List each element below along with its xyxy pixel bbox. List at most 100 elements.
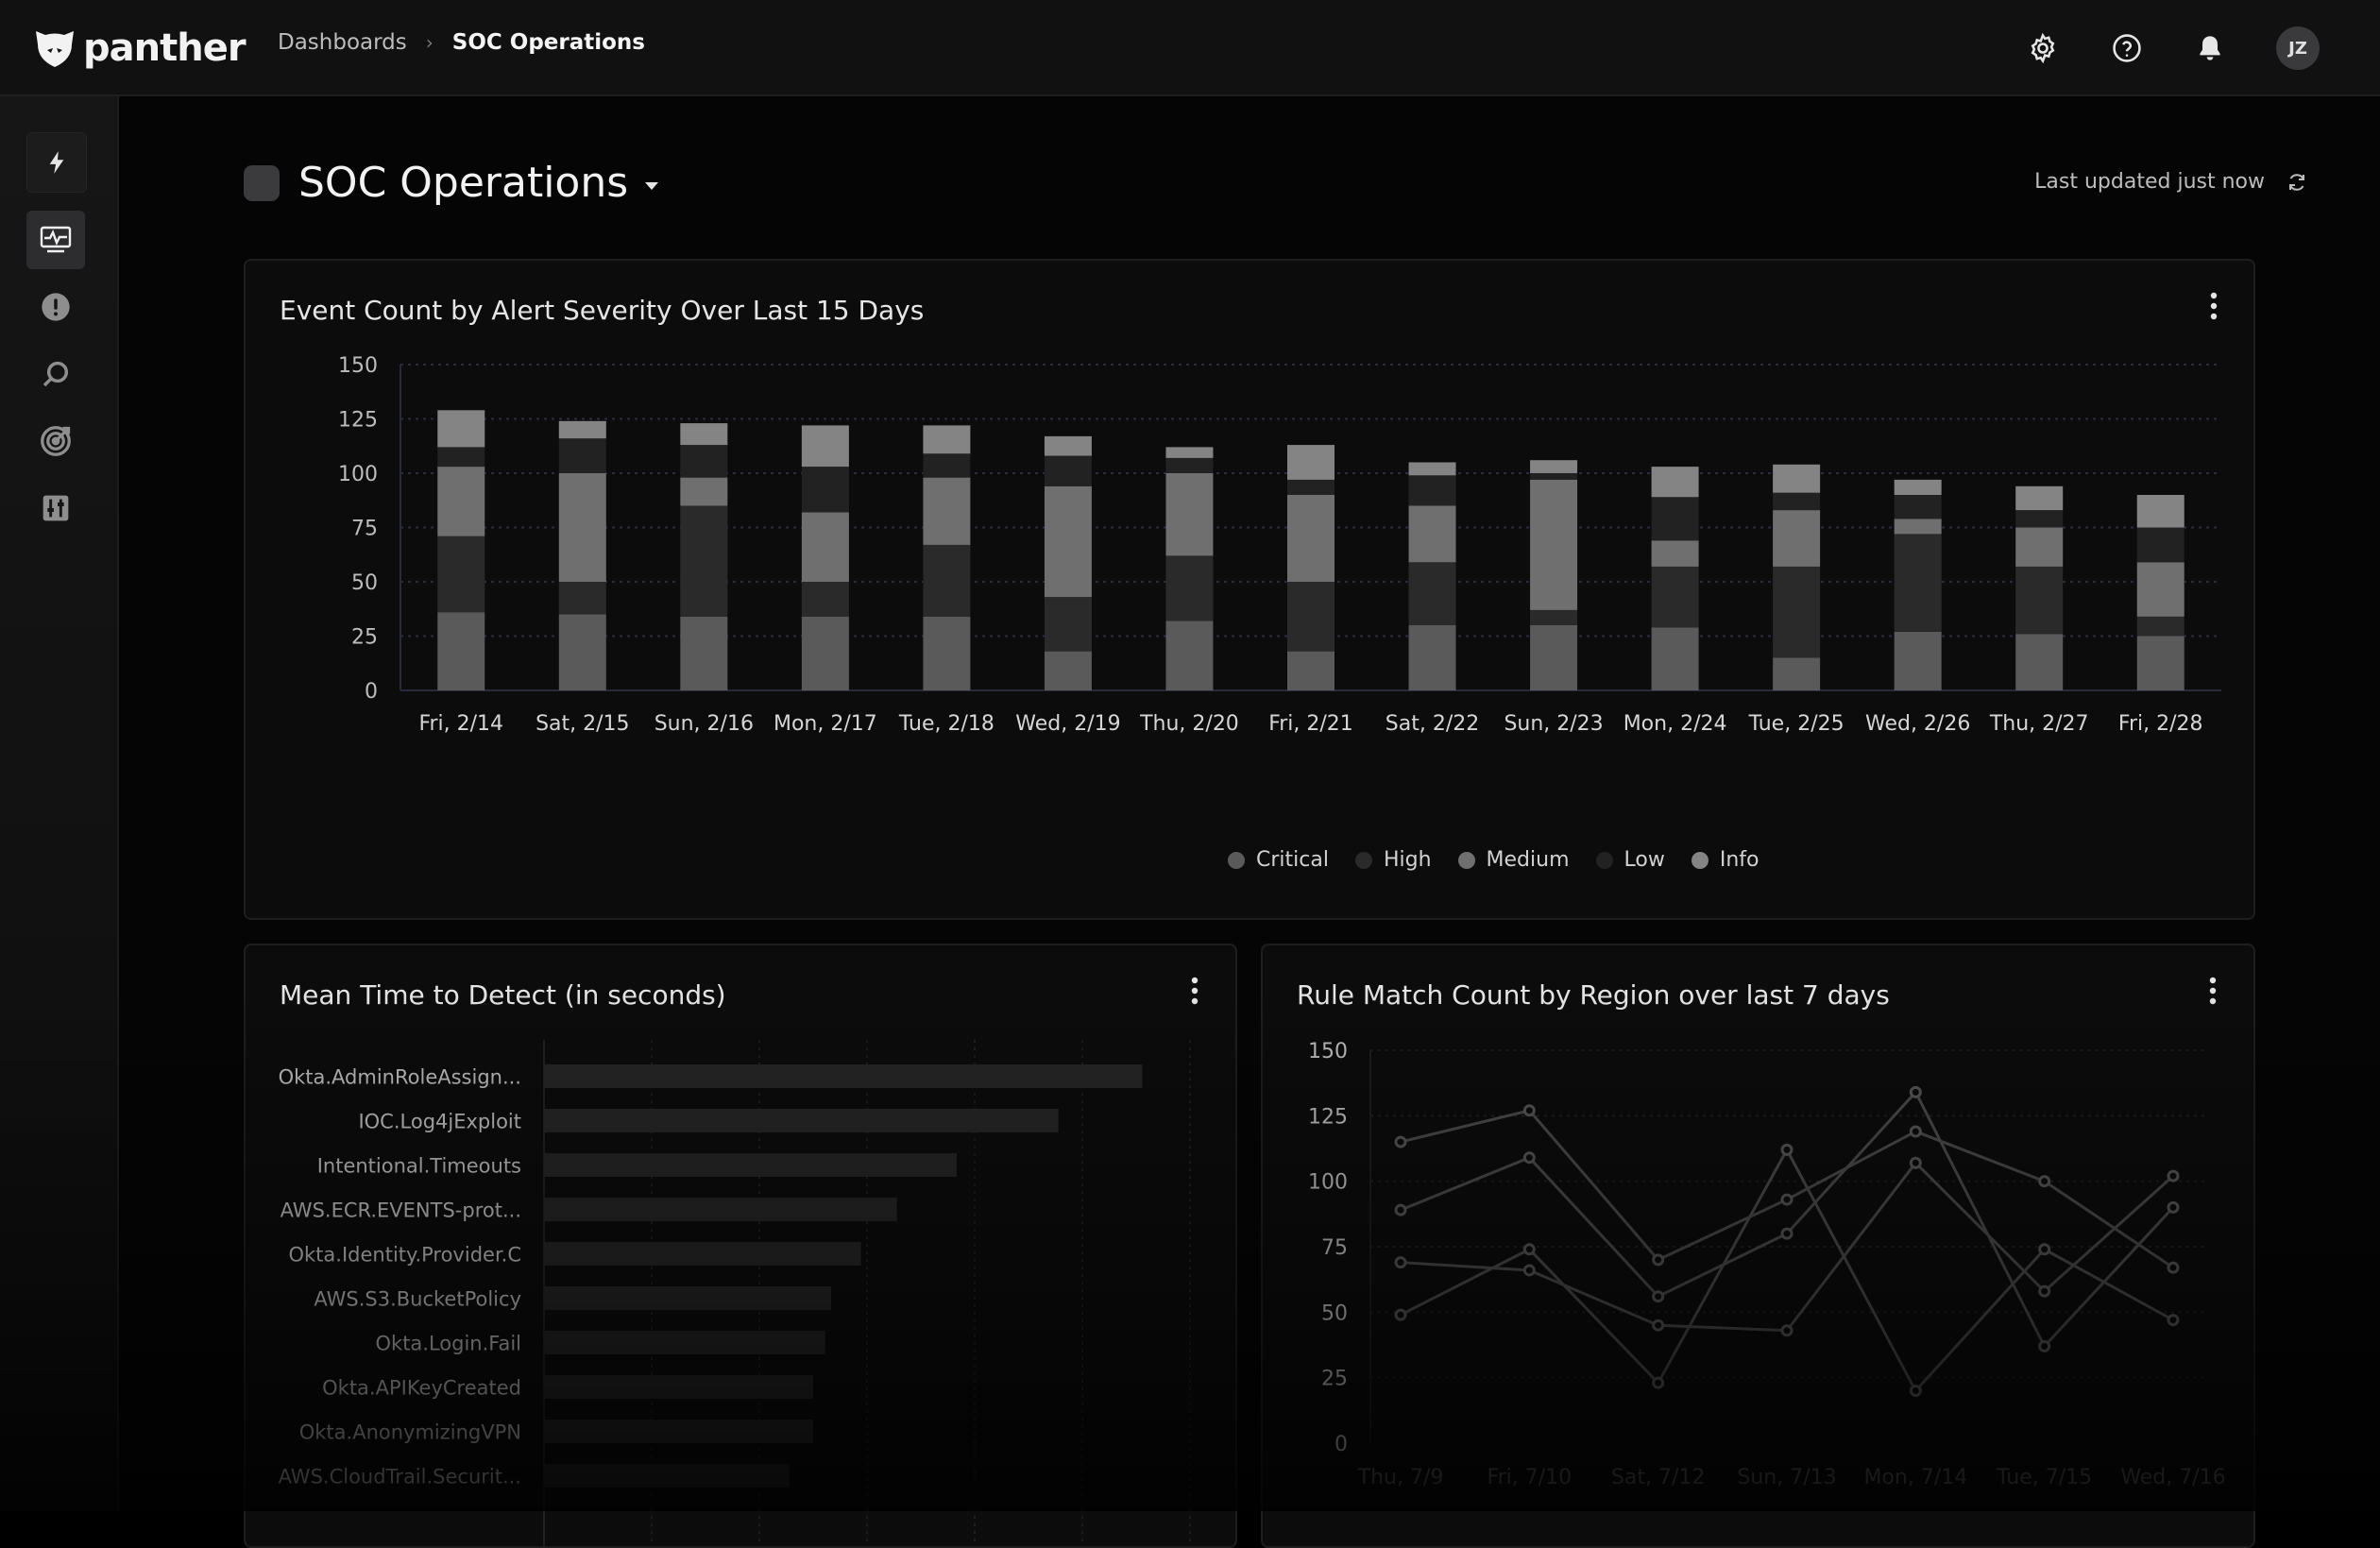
region-chart-title: Rule Match Count by Region over last 7 d… xyxy=(1297,979,1890,1011)
bar-segment-critical xyxy=(1044,651,1092,690)
breadcrumb-dashboards-link[interactable]: Dashboards xyxy=(278,30,407,55)
data-point xyxy=(1652,1290,1665,1303)
bar-segment-high xyxy=(1894,534,1942,632)
dashboard-icon xyxy=(40,226,72,253)
bar-segment-medium xyxy=(1287,495,1334,582)
bar-segment-info xyxy=(923,425,971,454)
y-tick-label: 75 xyxy=(351,518,378,541)
caret-down-icon xyxy=(645,181,659,190)
more-vertical-icon xyxy=(2210,292,2218,320)
severity-chart: 0 25 50 75 100 125 150 Fri, 2/14 Sat, 2/15 Sun, 2… xyxy=(338,354,2221,736)
bar-segment-medium xyxy=(1530,479,1578,610)
bar-segment-medium xyxy=(2136,562,2184,617)
x-tick-label: Fri, 2/21 xyxy=(1268,712,1353,736)
severity-chart-menu-button[interactable] xyxy=(2200,287,2228,325)
bar-segment-low xyxy=(1651,497,1699,541)
settings-button[interactable] xyxy=(2024,29,2062,67)
bar-segment-high xyxy=(1165,555,1214,621)
y-tick-label: 150 xyxy=(1308,1040,1348,1063)
x-tick-label: Fri, 2/28 xyxy=(2118,712,2203,736)
bar-segment-critical xyxy=(1408,625,1456,690)
bar-segment-info xyxy=(1530,460,1578,473)
sidebar-item-dashboards[interactable] xyxy=(26,211,85,269)
breadcrumb-separator: › xyxy=(425,31,434,54)
x-tick-label: Wed, 7/16 xyxy=(2120,1466,2225,1489)
bolt-icon xyxy=(49,151,64,174)
data-point xyxy=(1909,1385,1922,1398)
bar-segment-high xyxy=(923,544,971,617)
data-point xyxy=(2167,1169,2180,1182)
legend-item-info[interactable]: Info xyxy=(1691,848,1760,872)
mttd-bar xyxy=(544,1242,861,1266)
x-tick-label: Thu, 2/27 xyxy=(1989,712,2089,736)
data-point xyxy=(1652,1376,1665,1389)
sidebar-item-configure[interactable] xyxy=(26,479,85,537)
panther-logo[interactable]: panther xyxy=(32,25,246,72)
mttd-chart: Okta.AdminRoleAssign... IOC.Log4jExploit I… xyxy=(279,1040,1191,1546)
target-icon xyxy=(41,426,71,456)
main-content: SOC Operations Last updated just now Eve… xyxy=(119,96,2380,1548)
sidebar-item-detections[interactable] xyxy=(26,132,87,193)
data-point xyxy=(1522,1151,1536,1165)
y-tick-label: AWS.CloudTrail.Securit... xyxy=(279,1466,521,1488)
legend-dot-medium xyxy=(1457,851,1475,869)
legend-item-medium[interactable]: Medium xyxy=(1457,848,1570,872)
x-tick-label: Tue, 2/25 xyxy=(1748,712,1844,736)
bar-segment-high xyxy=(1773,566,1821,658)
bar-segment-low xyxy=(1044,455,1092,486)
bar-segment-critical xyxy=(1773,657,1821,690)
x-tick-label: Mon, 2/24 xyxy=(1624,712,1727,736)
legend-label-info: Info xyxy=(1719,848,1760,872)
mttd-bar xyxy=(544,1064,1143,1088)
sidebar-item-alerts[interactable] xyxy=(26,278,85,336)
last-updated-text: Last updated just now xyxy=(2034,170,2265,194)
mttd-bar xyxy=(544,1109,1059,1132)
y-tick-label: 100 xyxy=(1308,1171,1348,1195)
bar-segment-low xyxy=(437,447,485,468)
notifications-button[interactable] xyxy=(2191,29,2229,67)
y-tick-label: 25 xyxy=(351,626,378,650)
bar-segment-critical xyxy=(2015,634,2064,690)
mttd-bar xyxy=(544,1331,825,1354)
x-tick-label: Fri, 7/10 xyxy=(1488,1466,1572,1489)
bar-segment-high xyxy=(1287,582,1334,652)
bar-segment-low xyxy=(1287,479,1334,495)
legend-item-critical[interactable]: Critical xyxy=(1228,848,1329,872)
user-avatar[interactable]: JZ xyxy=(2276,26,2320,70)
bar-segment-critical xyxy=(1165,621,1214,690)
bar-segment-low xyxy=(1408,475,1456,506)
sidebar-item-investigate[interactable] xyxy=(26,412,85,470)
region-chart-menu-button[interactable] xyxy=(2199,972,2227,1010)
bar-segment-high xyxy=(1408,562,1456,625)
refresh-icon[interactable] xyxy=(2286,171,2308,194)
bar-segment-high xyxy=(1651,566,1699,628)
data-point xyxy=(1522,1243,1536,1256)
bar-segment-low xyxy=(2136,527,2184,563)
legend-item-low[interactable]: Low xyxy=(1595,848,1665,872)
alert-icon xyxy=(42,293,70,321)
bar-segment-low xyxy=(680,445,728,478)
x-tick-label: Wed, 2/19 xyxy=(1015,712,1120,736)
help-button[interactable] xyxy=(2108,29,2146,67)
bar-segment-medium xyxy=(680,477,728,506)
y-tick-label: Okta.AnonymizingVPN xyxy=(299,1421,521,1444)
y-tick-label: 0 xyxy=(1334,1433,1348,1456)
bar-segment-info xyxy=(1165,447,1214,458)
mttd-chart-menu-button[interactable] xyxy=(1181,972,1209,1010)
legend-item-high[interactable]: High xyxy=(1354,848,1432,872)
breadcrumb: Dashboards › SOC Operations xyxy=(278,30,645,55)
severity-chart-legend: Critical High Medium Low Info xyxy=(1228,848,1759,872)
bar-segment-medium xyxy=(1894,519,1942,535)
data-point xyxy=(1780,1193,1794,1206)
mttd-bar xyxy=(544,1198,897,1221)
y-tick-label: 150 xyxy=(338,354,378,378)
y-tick-label: 100 xyxy=(338,463,378,486)
legend-label-low: Low xyxy=(1624,848,1665,872)
series-line-1 xyxy=(1400,1109,2174,1269)
dashboard-title-dropdown[interactable]: SOC Operations xyxy=(244,159,660,207)
legend-dot-critical xyxy=(1228,851,1245,869)
x-tick-label: Thu, 7/9 xyxy=(1357,1466,1444,1489)
y-tick-label: 50 xyxy=(351,571,378,595)
sidebar-item-search[interactable] xyxy=(26,345,85,403)
bar-segment-critical xyxy=(1287,651,1334,690)
